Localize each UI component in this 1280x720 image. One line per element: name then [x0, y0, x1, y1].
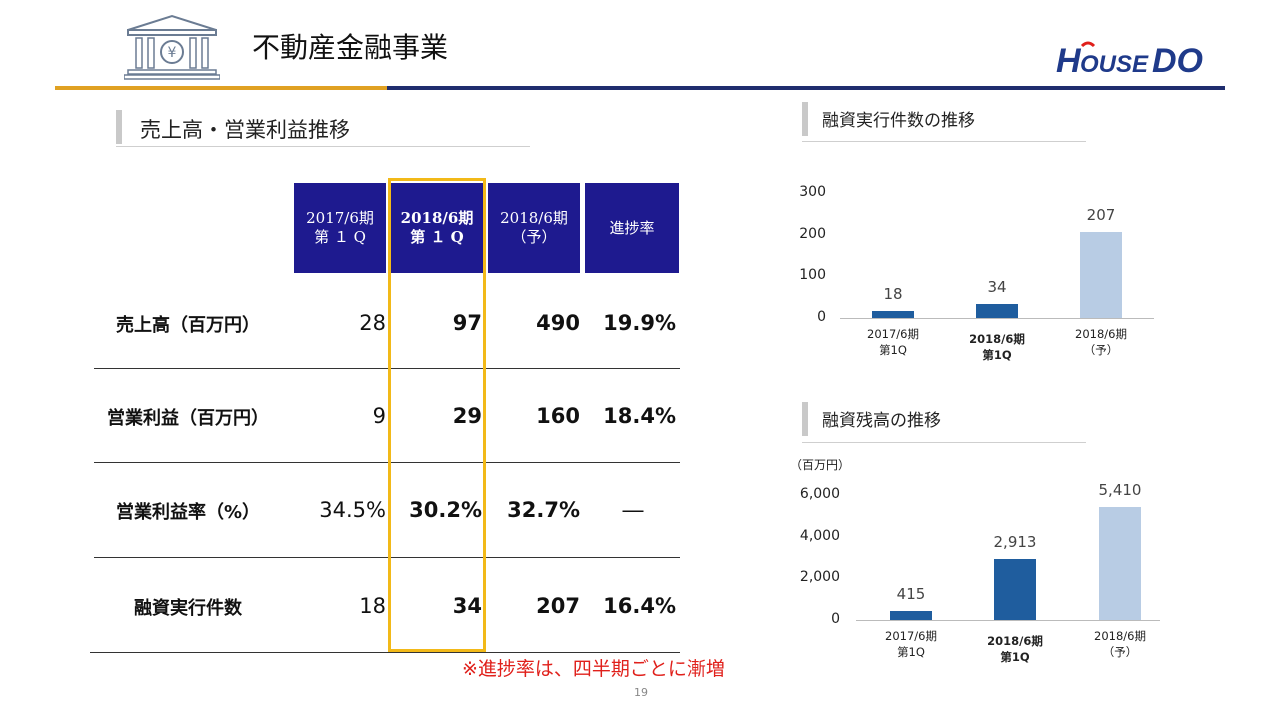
section-underline	[802, 141, 1086, 142]
cell-value: 34	[452, 594, 482, 618]
cell-value: 29	[452, 404, 482, 428]
x-tick-label-line: 2017/6期	[885, 629, 937, 643]
cell-value: ―	[622, 498, 644, 522]
col-header-line1: 進捗率	[609, 218, 655, 237]
x-tick-label-line: （予）	[1083, 342, 1119, 357]
section-marker	[802, 402, 808, 436]
x-tick-label-line: 第1Q	[982, 347, 1012, 362]
section-marker	[116, 110, 122, 144]
y-tick-label: 300	[799, 184, 826, 200]
bar-value-label: 207	[1086, 205, 1116, 224]
y-tick-label: 0	[831, 611, 840, 627]
col-header-line2: 第 １ Q	[314, 228, 366, 246]
bar-value-label: 2,913	[993, 533, 1037, 552]
bar-value-label: 5,410	[1098, 481, 1142, 500]
bar	[872, 310, 914, 318]
col-header-line1: 2017/6期	[306, 209, 374, 228]
svg-text:¥: ¥	[168, 45, 177, 61]
bar-value-label: 34	[987, 277, 1007, 296]
cell-value: 18	[359, 594, 386, 618]
cell-value: 97	[452, 311, 482, 335]
x-tick-label-line: 2018/6期	[969, 332, 1025, 346]
x-tick-label: 2018/6期 第1Q	[952, 332, 1042, 363]
x-tick-label-line: 第1Q	[897, 644, 925, 659]
current-quarter-highlight	[388, 178, 486, 652]
x-tick-label-line: 第1Q	[879, 342, 907, 357]
svg-text:H: H	[1056, 42, 1082, 76]
row-divider	[94, 368, 680, 369]
bar	[1080, 231, 1122, 318]
bar	[1099, 507, 1141, 620]
cell-value: 160	[536, 404, 580, 428]
cell-value: 30.2%	[409, 498, 482, 522]
col-header-line2: 第 １ Q	[410, 228, 464, 246]
x-tick-label-line: 第1Q	[1000, 649, 1030, 664]
chart2-unit: （百万円）	[790, 458, 851, 472]
x-tick-label-line: 2018/6期	[1094, 629, 1146, 643]
cell-value: 28	[359, 311, 386, 335]
svg-text:OUSE: OUSE	[1080, 51, 1149, 76]
cell-value: 16.4%	[603, 594, 676, 618]
page-title: 不動産金融事業	[252, 31, 449, 64]
x-tick-label-line: 2017/6期	[867, 327, 919, 341]
col-header-line1: 2018/6期	[500, 209, 568, 228]
x-tick-label: 2017/6期 第1Q	[848, 327, 938, 358]
x-tick-label: 2018/6期 （予）	[1075, 629, 1165, 660]
y-tick-label: 200	[799, 225, 826, 242]
header-rule-gold	[55, 86, 387, 90]
x-tick-label-line: （予）	[1102, 644, 1138, 659]
cell-value: 18.4%	[603, 404, 676, 428]
col-header-2018q1: 2018/6期第 １ Q	[390, 183, 484, 273]
bar	[976, 303, 1018, 318]
row-label-operating-margin: 営業利益率（%）	[115, 502, 261, 523]
section-underline	[802, 442, 1086, 443]
x-tick-label-line: 2018/6期	[1075, 327, 1127, 341]
progress-note: ※進捗率は、四半期ごとに漸増	[462, 658, 725, 680]
col-header-2017q1: 2017/6期第 １ Q	[294, 183, 386, 273]
bar	[890, 611, 932, 620]
bar-value-label: 18	[883, 284, 903, 303]
x-axis-line	[856, 620, 1160, 621]
cell-value: 32.7%	[507, 498, 580, 522]
section-underline	[116, 146, 530, 147]
cell-value: 19.9%	[603, 311, 676, 335]
row-label-operating-profit: 営業利益（百万円）	[107, 408, 269, 429]
col-header-line2: （予）	[511, 228, 557, 246]
bar-value-label: 415	[896, 585, 926, 604]
header-rule-navy	[387, 86, 1225, 90]
chart1-title: 融資実行件数の推移	[822, 111, 975, 131]
x-tick-label: 2018/6期 第1Q	[970, 634, 1060, 665]
row-divider	[90, 652, 680, 653]
y-tick-label: 6,000	[799, 486, 840, 502]
y-tick-label: 4,000	[799, 527, 840, 544]
section-title-sales: 売上高・営業利益推移	[140, 118, 350, 142]
housedo-logo: H OUSE DO	[1056, 41, 1203, 76]
x-tick-label: 2017/6期 第1Q	[866, 629, 956, 660]
row-label-loan-count: 融資実行件数	[134, 598, 242, 619]
cell-value: 207	[536, 594, 580, 618]
row-divider	[94, 462, 680, 463]
cell-value: 9	[372, 404, 386, 428]
col-header-progress: 進捗率	[585, 183, 679, 273]
section-marker	[802, 102, 808, 136]
cell-value: 34.5%	[319, 498, 386, 522]
col-header-2018-forecast: 2018/6期 （予）	[488, 183, 580, 273]
x-tick-label-line: 2018/6期	[987, 634, 1043, 648]
row-label-sales: 売上高（百万円）	[116, 315, 260, 336]
row-divider	[94, 557, 680, 558]
page-number: 19	[634, 686, 648, 699]
bank-yen-icon: ¥	[124, 14, 220, 80]
chart2-title: 融資残高の推移	[822, 411, 941, 431]
x-axis-line	[840, 318, 1154, 319]
y-tick-label: 0	[817, 309, 826, 325]
svg-text:DO: DO	[1152, 42, 1203, 76]
cell-value: 490	[536, 311, 580, 335]
bar	[994, 559, 1036, 620]
col-header-line1: 2018/6期	[400, 209, 474, 228]
y-tick-label: 2,000	[799, 569, 840, 586]
x-tick-label: 2018/6期 （予）	[1056, 327, 1146, 358]
y-tick-label: 100	[799, 267, 826, 284]
